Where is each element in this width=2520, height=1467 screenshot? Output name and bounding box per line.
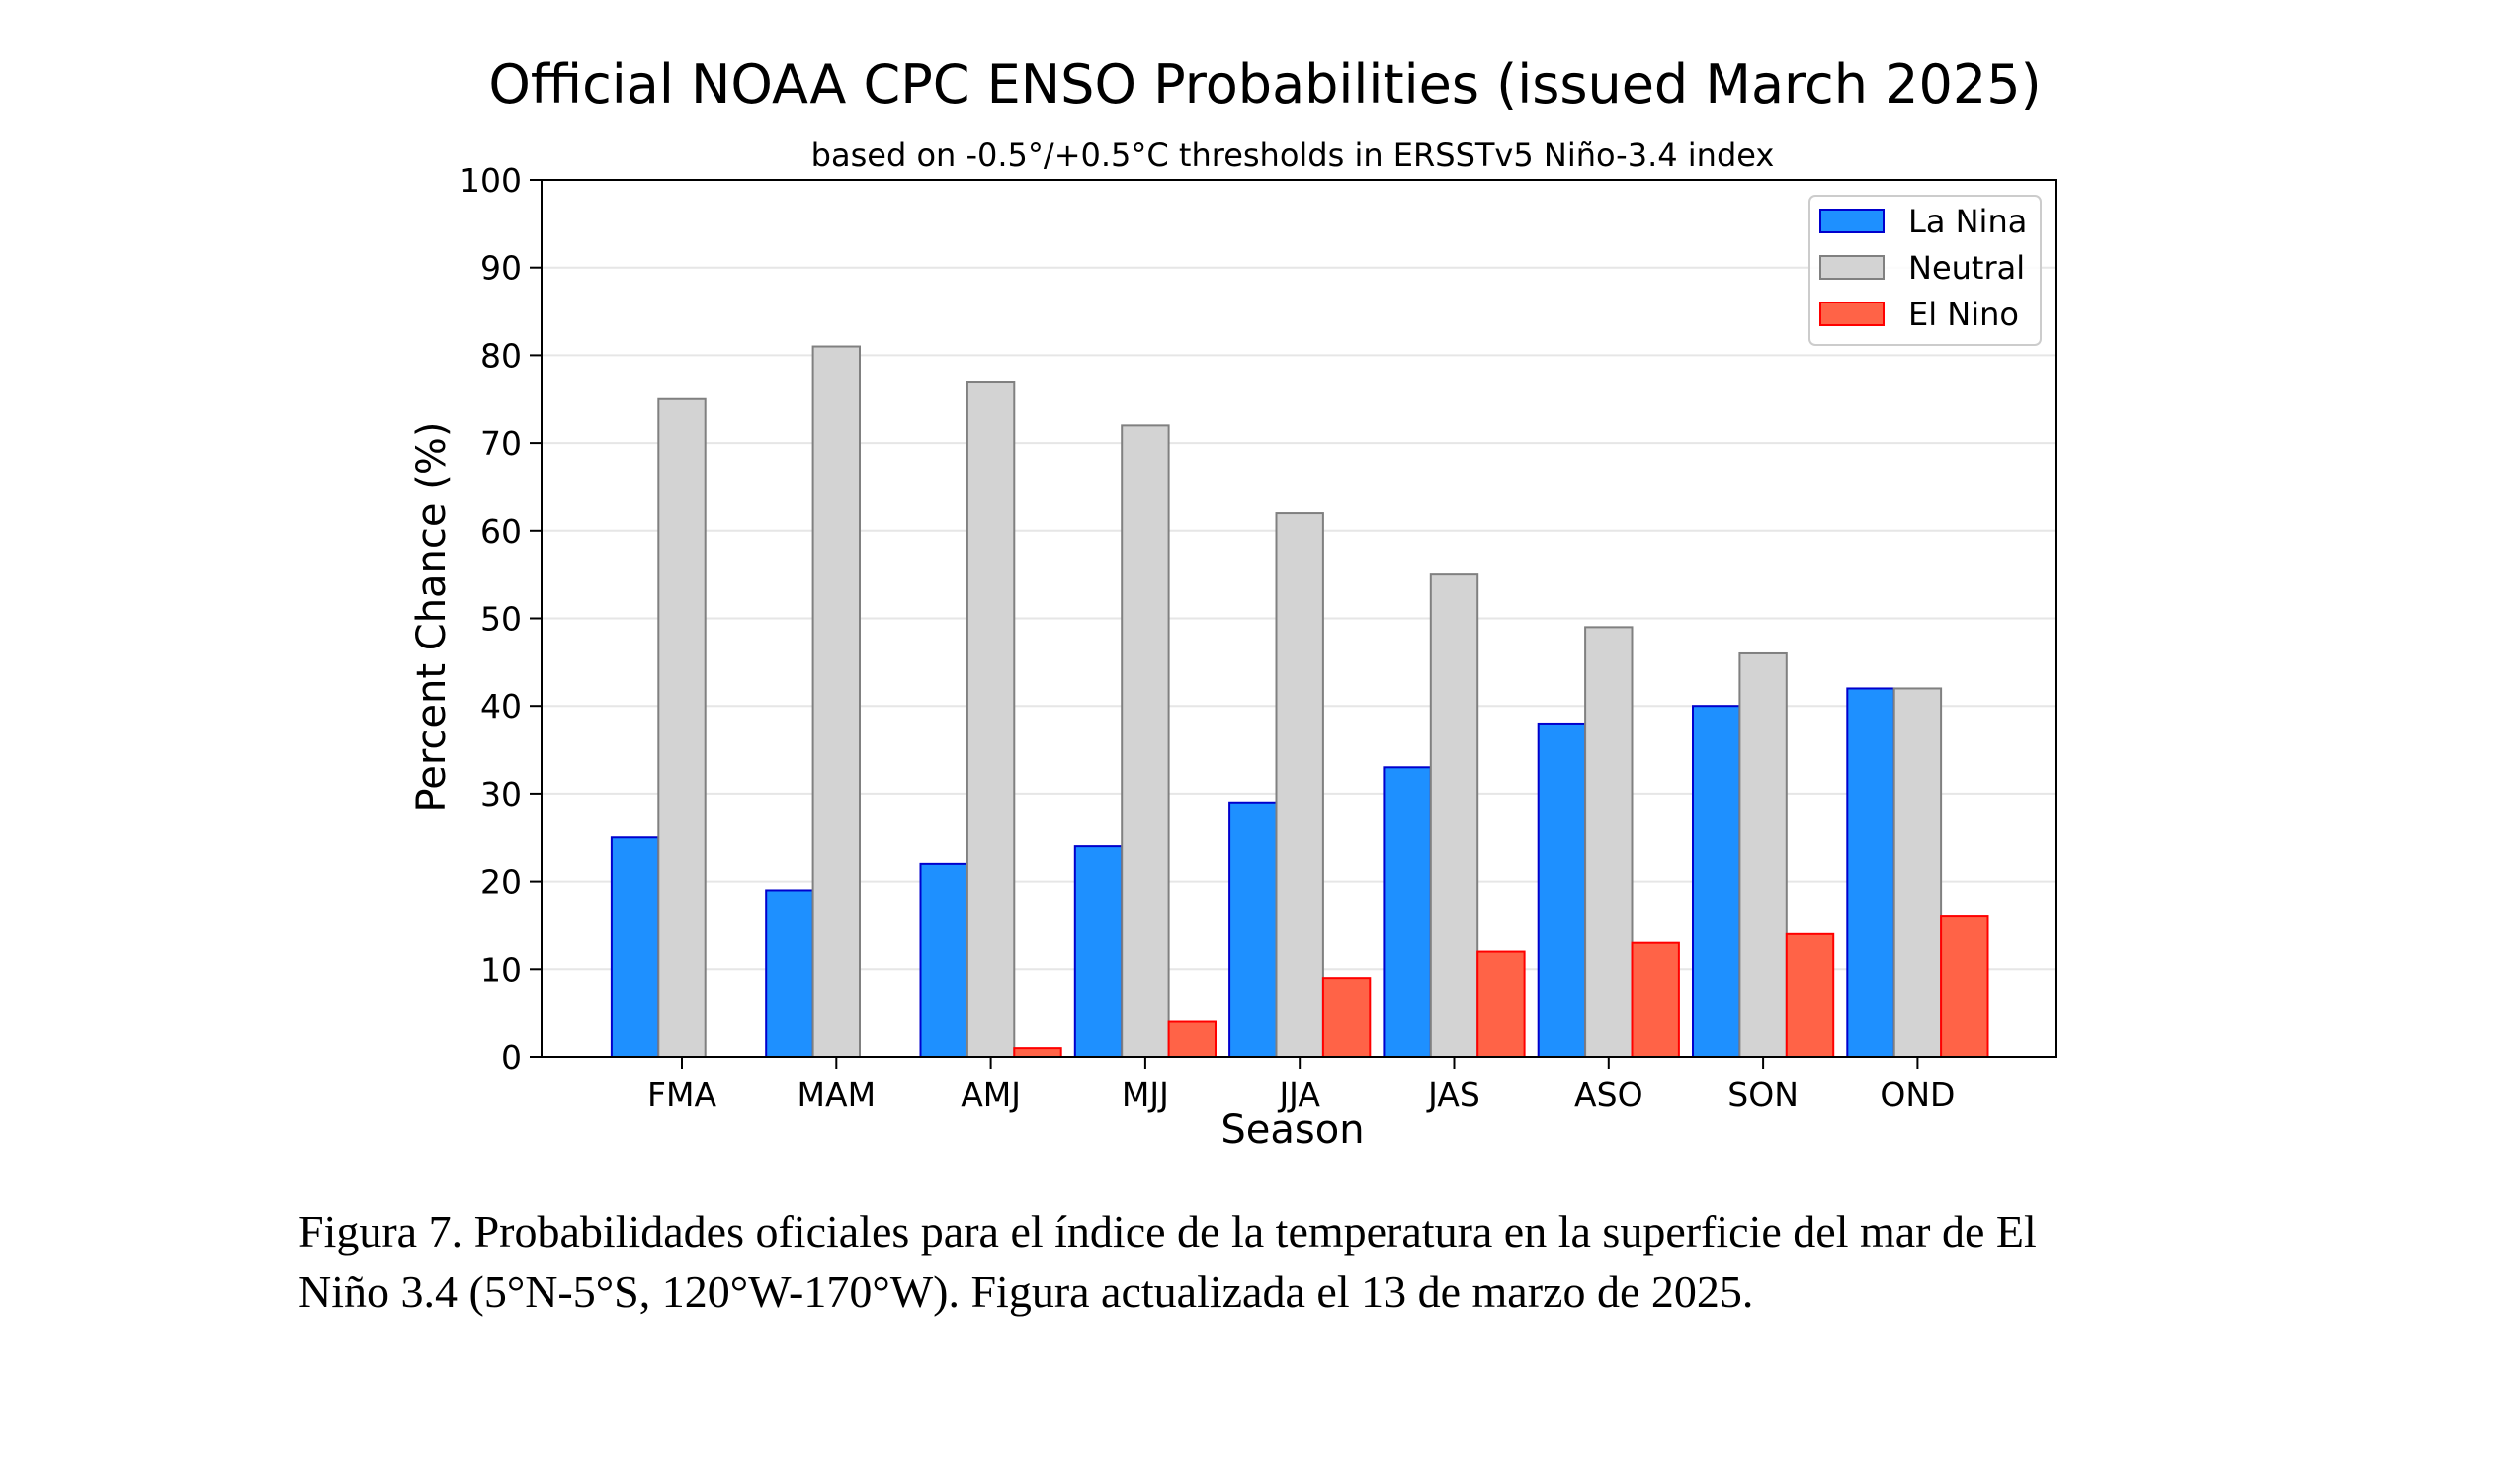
x-ticks: FMA MAM AMJ MJJ JJA JAS ASO SON OND (647, 1057, 1955, 1114)
bar-el-nino-jja (1321, 977, 1372, 1058)
bar-el-nino-aso (1631, 941, 1680, 1058)
bar-la-nina-ond (1846, 687, 1895, 1059)
bar-la-nina-jas (1383, 766, 1432, 1058)
y-axis-label: Percent Chance (%) (409, 422, 455, 813)
legend-label: La Nina (1908, 203, 2027, 240)
bar-neutral-amj (966, 381, 1016, 1058)
y-tick-label: 40 (480, 687, 522, 726)
x-tick-label: FMA (647, 1076, 716, 1114)
legend-label: Neutral (1908, 249, 2025, 287)
legend: La Nina Neutral El Nino (1808, 195, 2042, 346)
x-tick-label: AMJ (961, 1076, 1021, 1114)
bar-el-nino-ond (1940, 915, 1989, 1059)
bar-el-nino-mjj (1167, 1020, 1217, 1059)
chart-title: Official NOAA CPC ENSO Probabilities (is… (488, 53, 2041, 116)
figure-caption: Figura 7. Probabilidades oficiales para … (298, 1201, 2295, 1322)
x-tick-label: MJJ (1122, 1076, 1169, 1114)
y-tick-label: 20 (480, 863, 522, 902)
bar-neutral-son (1738, 651, 1788, 1058)
x-tick-label: JJA (1277, 1076, 1320, 1114)
bar-neutral-jja (1275, 512, 1324, 1058)
enso-probability-chart: 0 10 20 30 40 50 60 70 80 90 100 FMA MAM AMJ MJJ JJA JA… (409, 53, 2057, 1153)
bar-la-nina-mjj (1073, 845, 1124, 1058)
caption-line-1: Figura 7. Probabilidades oficiales para … (298, 1206, 2037, 1256)
x-tick-label: SON (1727, 1076, 1799, 1114)
legend-label: El Nino (1908, 296, 2019, 333)
bar-la-nina-fma (610, 836, 660, 1058)
y-tick-label: 0 (501, 1038, 522, 1077)
y-tick-label: 30 (480, 775, 522, 814)
y-ticks: 0 10 20 30 40 50 60 70 80 90 100 (460, 161, 542, 1077)
y-tick-label: 60 (480, 512, 522, 551)
y-tick-label: 70 (480, 424, 522, 463)
legend-swatch-la-nina (1819, 209, 1885, 233)
bar-neutral-mam (811, 345, 861, 1058)
x-tick-label: ASO (1574, 1076, 1643, 1114)
bar-la-nina-aso (1537, 722, 1587, 1058)
bar-la-nina-son (1692, 705, 1741, 1058)
legend-swatch-el-nino (1819, 302, 1885, 326)
bar-neutral-aso (1584, 626, 1634, 1058)
chart-subtitle: based on -0.5°/+0.5°C thresholds in ERSS… (811, 136, 1775, 174)
y-tick-label: 90 (480, 249, 522, 288)
y-tick-label: 10 (480, 950, 522, 989)
x-tick-label: MAM (798, 1076, 877, 1114)
legend-swatch-neutral (1819, 255, 1885, 280)
bar-el-nino-amj (1013, 1047, 1062, 1059)
bar-neutral-ond (1892, 687, 1943, 1059)
bar-el-nino-jas (1476, 950, 1526, 1058)
bar-la-nina-amj (919, 862, 968, 1058)
bar-el-nino-son (1785, 932, 1835, 1059)
bar-la-nina-mam (765, 889, 814, 1058)
x-tick-label: OND (1880, 1076, 1955, 1114)
y-tick-label: 80 (480, 336, 522, 375)
x-tick-label: JAS (1426, 1076, 1480, 1114)
x-axis-label: Season (1220, 1107, 1364, 1153)
y-tick-label: 50 (480, 600, 522, 639)
bar-neutral-jas (1429, 573, 1479, 1059)
bar-neutral-mjj (1121, 424, 1170, 1058)
y-tick-label: 100 (460, 161, 522, 200)
bar-neutral-fma (657, 397, 707, 1058)
bars (610, 345, 1989, 1059)
caption-line-2: Niño 3.4 (5°N-5°S, 120°W-170°W). Figura … (298, 1266, 1754, 1317)
bar-la-nina-jja (1228, 801, 1278, 1059)
